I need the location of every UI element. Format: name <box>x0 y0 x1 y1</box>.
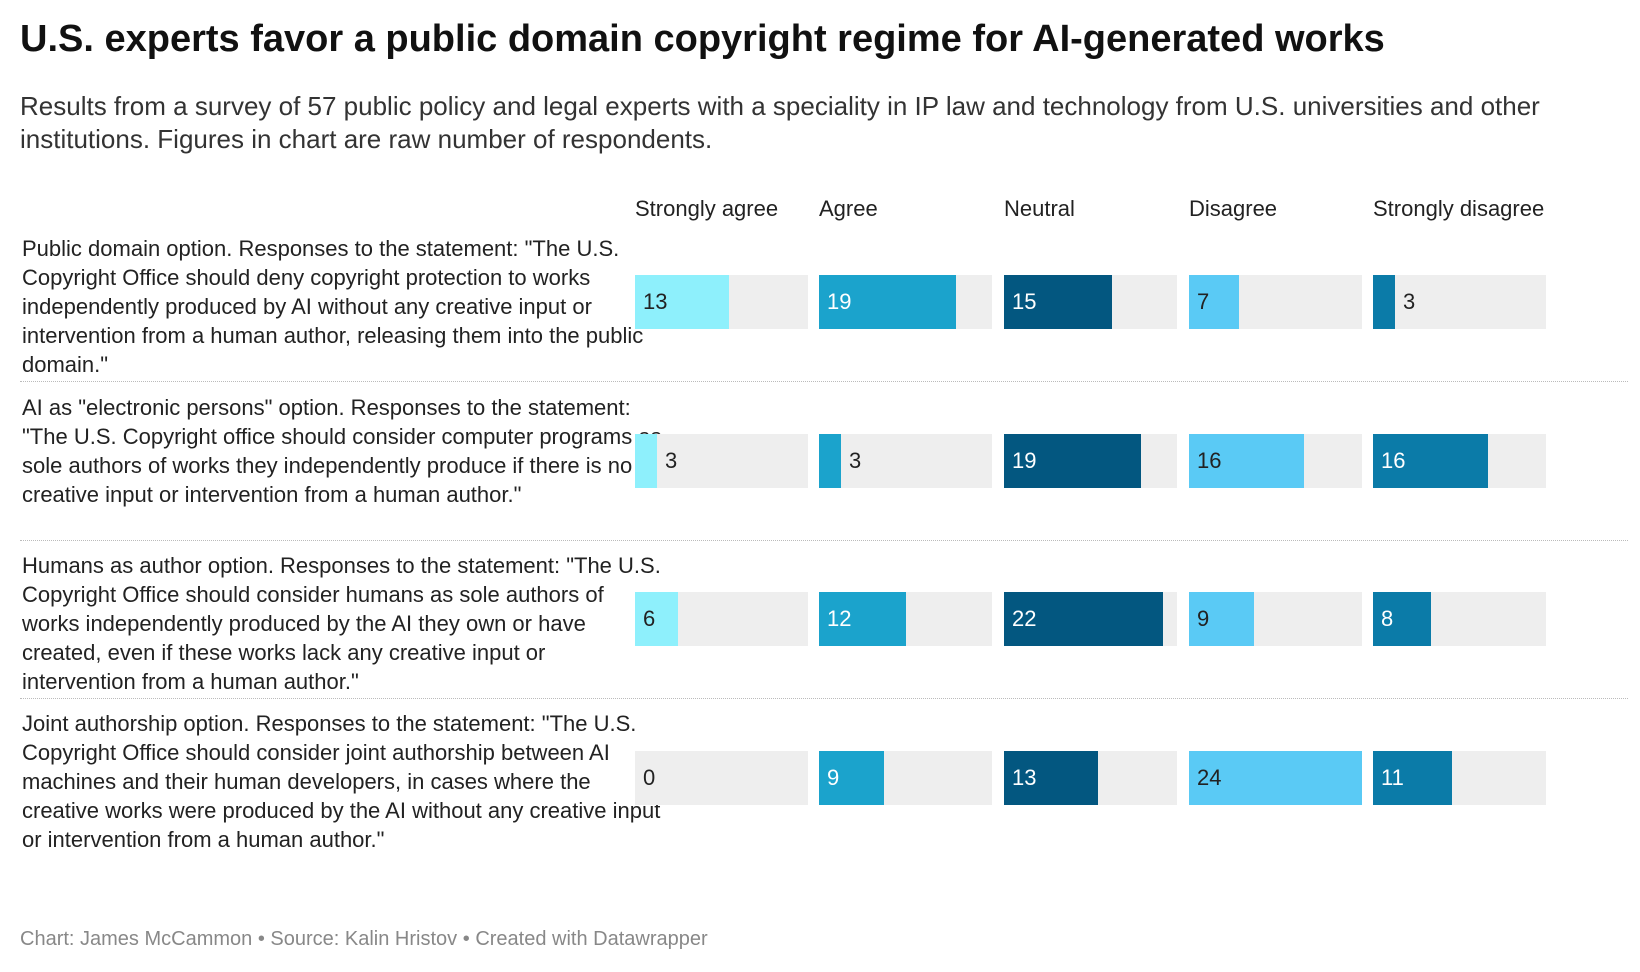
bar <box>635 434 657 488</box>
bar-value-label: 3 <box>1403 289 1416 314</box>
bar <box>1189 592 1254 646</box>
bar-value-label: 13 <box>1012 765 1037 790</box>
bar <box>1189 751 1362 805</box>
column-header: Agree <box>819 195 878 221</box>
bar-value-label: 24 <box>1197 765 1222 790</box>
bar-track: 19 <box>819 275 992 329</box>
bar-track: 13 <box>635 275 808 329</box>
bar-value-label: 0 <box>643 765 656 790</box>
bar-track: 6 <box>635 592 808 646</box>
bar-track: 7 <box>1189 275 1362 329</box>
row-label: Public domain option. Responses to the s… <box>22 236 644 377</box>
footer-chart-credit: Chart: James McCammon <box>20 928 253 950</box>
column-header: Strongly disagree <box>1373 195 1545 221</box>
bar-value-label: 13 <box>643 289 668 314</box>
bar-track: 9 <box>1189 592 1362 646</box>
bar <box>1189 434 1304 488</box>
bar <box>819 751 884 805</box>
bar-value-label: 15 <box>1012 289 1037 314</box>
bar <box>1004 592 1163 646</box>
bar-value-label: 9 <box>827 765 840 790</box>
bar-track: 12 <box>819 592 992 646</box>
bar <box>819 434 841 488</box>
bar-value-label: 19 <box>1012 448 1037 473</box>
bar <box>1373 275 1395 329</box>
bar-value-label: 9 <box>1197 606 1210 631</box>
bar-value-label: 3 <box>665 448 678 473</box>
column-header: Neutral <box>1004 195 1075 221</box>
chart-footer: Chart: James McCammon • Source: Kalin Hr… <box>20 928 708 951</box>
bar-value-label: 16 <box>1381 448 1406 473</box>
bar-value-label: 7 <box>1197 289 1210 314</box>
bar-value-label: 6 <box>643 606 656 631</box>
footer-separator: • <box>257 928 265 950</box>
bar <box>635 275 729 329</box>
bar-value-label: 8 <box>1381 606 1394 631</box>
bar <box>635 592 678 646</box>
bar-track: 3 <box>819 434 992 488</box>
bar-value-label: 19 <box>827 289 852 314</box>
bar-track: 3 <box>635 434 808 488</box>
bar-track: 0 <box>635 751 808 805</box>
bar <box>1004 275 1112 329</box>
bar-track: 22 <box>1004 592 1177 646</box>
row-label: AI as "electronic persons" option. Respo… <box>22 395 662 507</box>
bar-track: 13 <box>1004 751 1177 805</box>
chart-subtitle: Results from a survey of 57 public polic… <box>20 91 1540 154</box>
footer-source: Source: Kalin Hristov <box>270 928 458 950</box>
chart-title: U.S. experts favor a public domain copyr… <box>20 18 1385 60</box>
bar-value-label: 11 <box>1381 765 1404 790</box>
bar-track: 15 <box>1004 275 1177 329</box>
row-separator <box>20 540 1628 541</box>
row-separator <box>20 698 1628 699</box>
bar <box>1004 434 1141 488</box>
bar-track: 8 <box>1373 592 1546 646</box>
column-header: Strongly agree <box>635 195 779 221</box>
bar-track: 9 <box>819 751 992 805</box>
row-label: Joint authorship option. Responses to th… <box>22 711 661 852</box>
bar-value-label: 12 <box>827 606 852 631</box>
bar-track: 24 <box>1189 751 1362 805</box>
bar <box>1373 434 1488 488</box>
bar-value-label: 3 <box>849 448 862 473</box>
bar-track: 16 <box>1189 434 1362 488</box>
bar-track: 3 <box>1373 275 1546 329</box>
footer-separator: • <box>462 928 470 950</box>
bar-track: 16 <box>1373 434 1546 488</box>
bar <box>1004 751 1098 805</box>
row-separator <box>20 381 1628 382</box>
footer-created-with: Created with Datawrapper <box>475 928 708 950</box>
row-label: Humans as author option. Responses to th… <box>22 553 661 694</box>
bar <box>819 592 906 646</box>
column-header: Disagree <box>1189 195 1278 221</box>
bar-track: 19 <box>1004 434 1177 488</box>
bar <box>1189 275 1239 329</box>
bar <box>1373 751 1452 805</box>
bar-value-label: 16 <box>1197 448 1222 473</box>
bar <box>1373 592 1431 646</box>
bar-track: 11 <box>1373 751 1546 805</box>
bar-value-label: 22 <box>1012 606 1037 631</box>
bar <box>819 275 956 329</box>
